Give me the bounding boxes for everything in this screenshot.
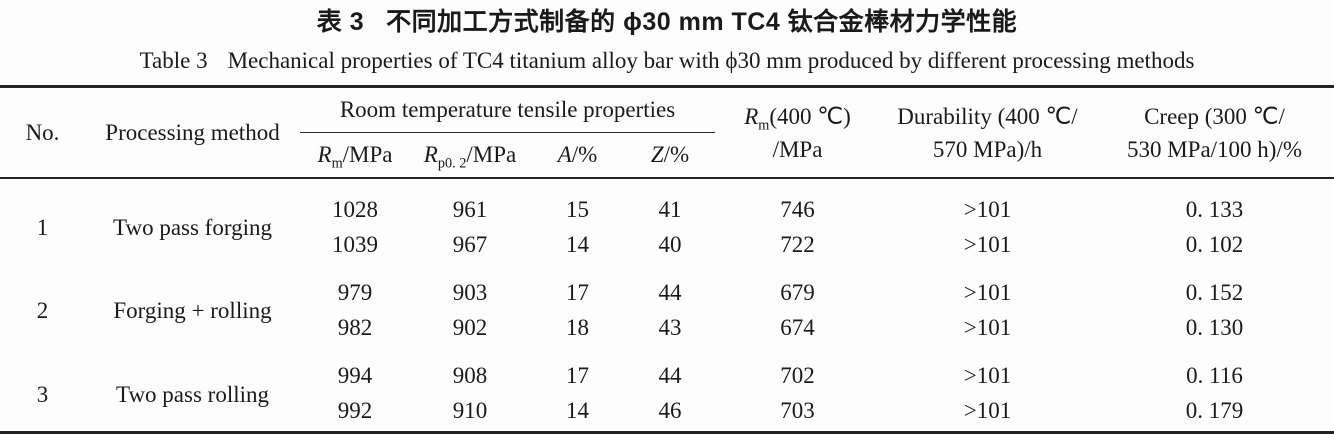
cell-creep: 0. 116: [1186, 363, 1243, 388]
durability-line2: 570 MPa)/h: [932, 136, 1043, 162]
table-row: 3 Two pass rolling 994 908 17 44 702 >10…: [0, 345, 1334, 407]
cell-rm400: 679: [780, 280, 815, 305]
cell-creep: 0. 133: [1185, 197, 1244, 222]
cell-z: 43: [658, 315, 682, 340]
rp02-subscript: p0. 2: [437, 155, 467, 172]
creep-line2: 530 MPa/100 h)/%: [1126, 136, 1303, 162]
table-body: 1 Two pass forging 1028 961 15 41 746 >1…: [0, 178, 1334, 433]
rm400-condition: (400 ℃): [769, 103, 851, 129]
cell-rp02: 908: [452, 363, 488, 388]
table-row: 2 Forging + rolling 979 903 17 44 679 >1…: [0, 262, 1334, 323]
cell-rp02: 967: [452, 232, 488, 257]
col-header-elongation: A/%: [530, 133, 625, 179]
row-processing-method: Two pass forging: [113, 214, 272, 240]
cell-rp02: 910: [452, 398, 488, 423]
table-header: No. Processing method Room temperature t…: [0, 86, 1334, 179]
col-header-rm: Rm/MPa: [300, 133, 410, 179]
rm400-subscript: m: [758, 117, 770, 134]
a-unit: /%: [571, 142, 598, 167]
a-symbol: A: [557, 142, 572, 167]
col-header-creep: Creep (300 ℃/ 530 MPa/100 h)/%: [1095, 87, 1334, 179]
paper-table-page: 表 3 不同加工方式制备的 ϕ30 mm TC4 钛合金棒材力学性能 Table …: [0, 6, 1334, 434]
cell-creep: 0. 152: [1185, 280, 1244, 305]
cell-creep: 0. 102: [1185, 232, 1244, 257]
row-no: 2: [36, 297, 49, 323]
cell-rm400: 702: [780, 363, 815, 388]
cell-z: 44: [658, 363, 682, 388]
row-processing-method: Forging + rolling: [113, 297, 272, 323]
col-header-rm-400: Rm(400 ℃) /MPa: [715, 87, 880, 179]
col-header-durability: Durability (400 ℃/ 570 MPa)/h: [880, 87, 1095, 179]
rm400-symbol: R: [744, 103, 759, 129]
col-header-processing-method: Processing method: [105, 119, 280, 145]
rm-symbol: R: [317, 142, 332, 167]
rp02-unit: /MPa: [466, 142, 517, 167]
table-row: 982 902 18 43 674 >101 0. 130: [0, 310, 1334, 345]
cell-creep: 0. 179: [1185, 398, 1244, 423]
table-row: 992 910 14 46 703 >101 0. 179: [0, 393, 1334, 433]
cell-rp02: 903: [452, 280, 488, 305]
properties-table: No. Processing method Room temperature t…: [0, 85, 1334, 434]
rm-unit: /MPa: [342, 142, 393, 167]
cell-rm400: 703: [780, 398, 815, 423]
cell-rm: 992: [337, 398, 373, 423]
cell-a: 17: [566, 363, 589, 388]
cell-creep: 0. 130: [1185, 315, 1244, 340]
z-unit: /%: [663, 142, 690, 167]
rm400-unit: /MPa: [772, 136, 823, 162]
cell-rm400: 674: [780, 315, 815, 340]
cell-a: 18: [566, 315, 589, 340]
cell-rm: 979: [337, 280, 373, 305]
cell-durability: >101: [963, 232, 1012, 257]
table-row: 1 Two pass forging 1028 961 15 41 746 >1…: [0, 178, 1334, 240]
col-header-reduction: Z/%: [625, 133, 715, 179]
row-processing-method: Two pass rolling: [116, 382, 269, 407]
cell-rm: 1039: [332, 232, 378, 257]
cell-durability: >101: [963, 398, 1012, 423]
rm-subscript: m: [331, 155, 343, 172]
creep-line1: Creep (300 ℃/: [1144, 103, 1285, 129]
cell-durability: >101: [963, 280, 1012, 305]
cell-z: 40: [658, 232, 682, 257]
col-group-tensile-properties: Room temperature tensile properties: [300, 86, 715, 133]
table-title-en-label: Table 3: [139, 48, 208, 73]
cell-durability: >101: [963, 363, 1012, 388]
col-header-no: No.: [25, 119, 60, 145]
z-symbol: Z: [650, 142, 664, 167]
table-title-zh-text: 不同加工方式制备的 ϕ30 mm TC4 钛合金棒材力学性能: [386, 8, 1018, 36]
cell-rm: 1028: [332, 197, 378, 222]
cell-a: 17: [566, 280, 589, 305]
table-title-en-text: Mechanical properties of TC4 titanium al…: [227, 48, 1195, 73]
cell-rp02: 902: [452, 315, 488, 340]
cell-a: 15: [566, 197, 589, 222]
cell-durability: >101: [963, 315, 1012, 340]
durability-line1: Durability (400 ℃/: [897, 103, 1078, 129]
cell-z: 41: [658, 197, 682, 222]
cell-rm: 982: [337, 315, 373, 340]
col-header-rp02: Rp0. 2/MPa: [410, 133, 530, 179]
cell-a: 14: [566, 232, 589, 257]
rp02-symbol: R: [423, 142, 438, 167]
cell-z: 46: [658, 398, 682, 423]
table-title-zh-label: 表 3: [316, 8, 365, 36]
cell-durability: >101: [963, 197, 1012, 222]
row-no: 1: [36, 214, 49, 240]
rm400-line1: Rm(400 ℃): [715, 100, 880, 133]
cell-rp02: 961: [452, 197, 488, 222]
cell-z: 44: [658, 280, 682, 305]
cell-rm400: 746: [780, 197, 815, 222]
cell-rm: 994: [337, 363, 373, 388]
cell-rm400: 722: [780, 232, 815, 257]
row-no: 3: [36, 382, 49, 407]
cell-a: 14: [566, 398, 589, 423]
table-title-en: Table 3 Mechanical properties of TC4 tita…: [0, 46, 1334, 76]
table-title-zh: 表 3 不同加工方式制备的 ϕ30 mm TC4 钛合金棒材力学性能: [0, 6, 1334, 38]
table-row: 1039 967 14 40 722 >101 0. 102: [0, 227, 1334, 262]
